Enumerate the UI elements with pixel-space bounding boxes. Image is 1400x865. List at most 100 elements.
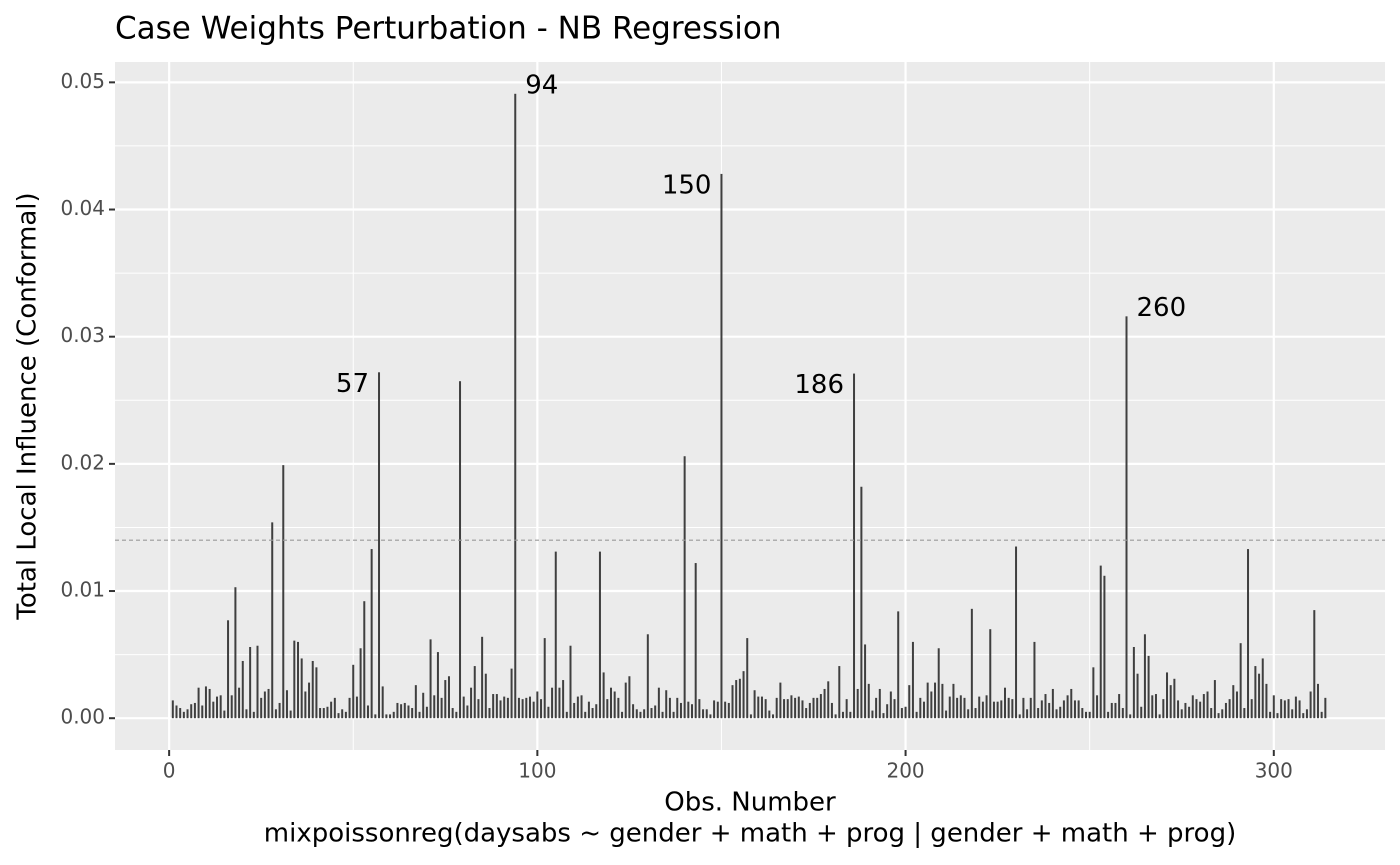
bar bbox=[1316, 683, 1319, 719]
bar bbox=[503, 696, 506, 719]
bar bbox=[381, 686, 384, 719]
bar bbox=[1232, 685, 1235, 719]
bar bbox=[1055, 709, 1058, 719]
bar bbox=[459, 381, 462, 719]
bar bbox=[366, 705, 369, 719]
bar bbox=[742, 671, 745, 719]
bar bbox=[724, 701, 727, 719]
bar bbox=[856, 688, 859, 719]
bar bbox=[304, 691, 307, 719]
bar bbox=[786, 699, 789, 719]
bar bbox=[223, 710, 226, 719]
bar bbox=[536, 691, 539, 719]
bar bbox=[1070, 688, 1073, 719]
bar bbox=[808, 702, 811, 719]
bar bbox=[665, 690, 668, 719]
bar bbox=[528, 696, 531, 719]
bar bbox=[466, 705, 469, 719]
bar bbox=[543, 638, 546, 719]
bar bbox=[867, 683, 870, 719]
bar bbox=[628, 676, 631, 719]
panel bbox=[115, 62, 1385, 750]
bar bbox=[587, 701, 590, 719]
bar bbox=[436, 652, 439, 719]
bar bbox=[871, 710, 874, 719]
bar bbox=[1044, 694, 1047, 719]
bar bbox=[1136, 673, 1139, 719]
bar bbox=[915, 711, 918, 719]
bar bbox=[716, 701, 719, 719]
bar bbox=[783, 699, 786, 719]
bar bbox=[1180, 709, 1183, 719]
bar bbox=[263, 691, 266, 719]
bar bbox=[562, 680, 565, 719]
bar bbox=[337, 713, 340, 719]
bar bbox=[1059, 706, 1062, 719]
bar bbox=[1298, 700, 1301, 719]
bar bbox=[668, 697, 671, 719]
bar bbox=[245, 709, 248, 719]
bar bbox=[1085, 711, 1088, 719]
bar bbox=[212, 701, 215, 719]
bar bbox=[363, 601, 366, 719]
bar bbox=[1213, 680, 1216, 719]
x-axis-label: Obs. Number bbox=[664, 788, 836, 818]
bar bbox=[190, 704, 193, 719]
bar bbox=[554, 551, 557, 719]
bar bbox=[812, 697, 815, 719]
bar bbox=[488, 708, 491, 719]
bar bbox=[547, 706, 550, 719]
bar bbox=[234, 587, 237, 719]
bar bbox=[860, 486, 863, 719]
bar bbox=[746, 638, 749, 719]
bar bbox=[992, 701, 995, 719]
bar bbox=[492, 694, 495, 719]
bar bbox=[974, 708, 977, 719]
bar bbox=[433, 695, 436, 719]
y-tick-label: 0.03 bbox=[60, 323, 105, 347]
bar bbox=[1118, 694, 1121, 719]
bar bbox=[1235, 691, 1238, 719]
bar bbox=[569, 645, 572, 719]
bar bbox=[1114, 702, 1117, 719]
bar bbox=[532, 701, 535, 719]
bar bbox=[602, 672, 605, 719]
bar bbox=[934, 682, 937, 719]
bar bbox=[1221, 709, 1224, 719]
bar bbox=[282, 465, 285, 719]
bar bbox=[580, 695, 583, 719]
y-tick-label: 0.02 bbox=[60, 450, 105, 474]
bar bbox=[650, 708, 653, 719]
bar bbox=[425, 706, 428, 719]
bar bbox=[227, 620, 230, 719]
bar bbox=[252, 711, 255, 719]
bar bbox=[392, 711, 395, 719]
y-tick-label: 0.04 bbox=[60, 196, 105, 220]
bar bbox=[573, 702, 576, 719]
bar bbox=[1081, 708, 1084, 719]
bar bbox=[827, 681, 830, 719]
bar bbox=[267, 688, 270, 719]
bar bbox=[1173, 678, 1176, 719]
bar bbox=[175, 705, 178, 719]
bar bbox=[639, 711, 642, 719]
bar bbox=[1166, 672, 1169, 719]
bar bbox=[289, 710, 292, 719]
bar bbox=[1177, 700, 1180, 719]
bar bbox=[853, 373, 856, 719]
bar bbox=[179, 708, 182, 719]
bar bbox=[937, 648, 940, 719]
bar bbox=[1294, 696, 1297, 719]
bar bbox=[1151, 695, 1154, 719]
bar bbox=[753, 690, 756, 719]
bar bbox=[981, 701, 984, 719]
bar bbox=[418, 711, 421, 719]
bar bbox=[889, 691, 892, 719]
bar bbox=[849, 711, 852, 719]
bar bbox=[1037, 708, 1040, 719]
bar bbox=[830, 702, 833, 719]
bar bbox=[919, 697, 922, 719]
bar bbox=[727, 702, 730, 719]
bar bbox=[1188, 706, 1191, 719]
bar bbox=[285, 690, 288, 719]
